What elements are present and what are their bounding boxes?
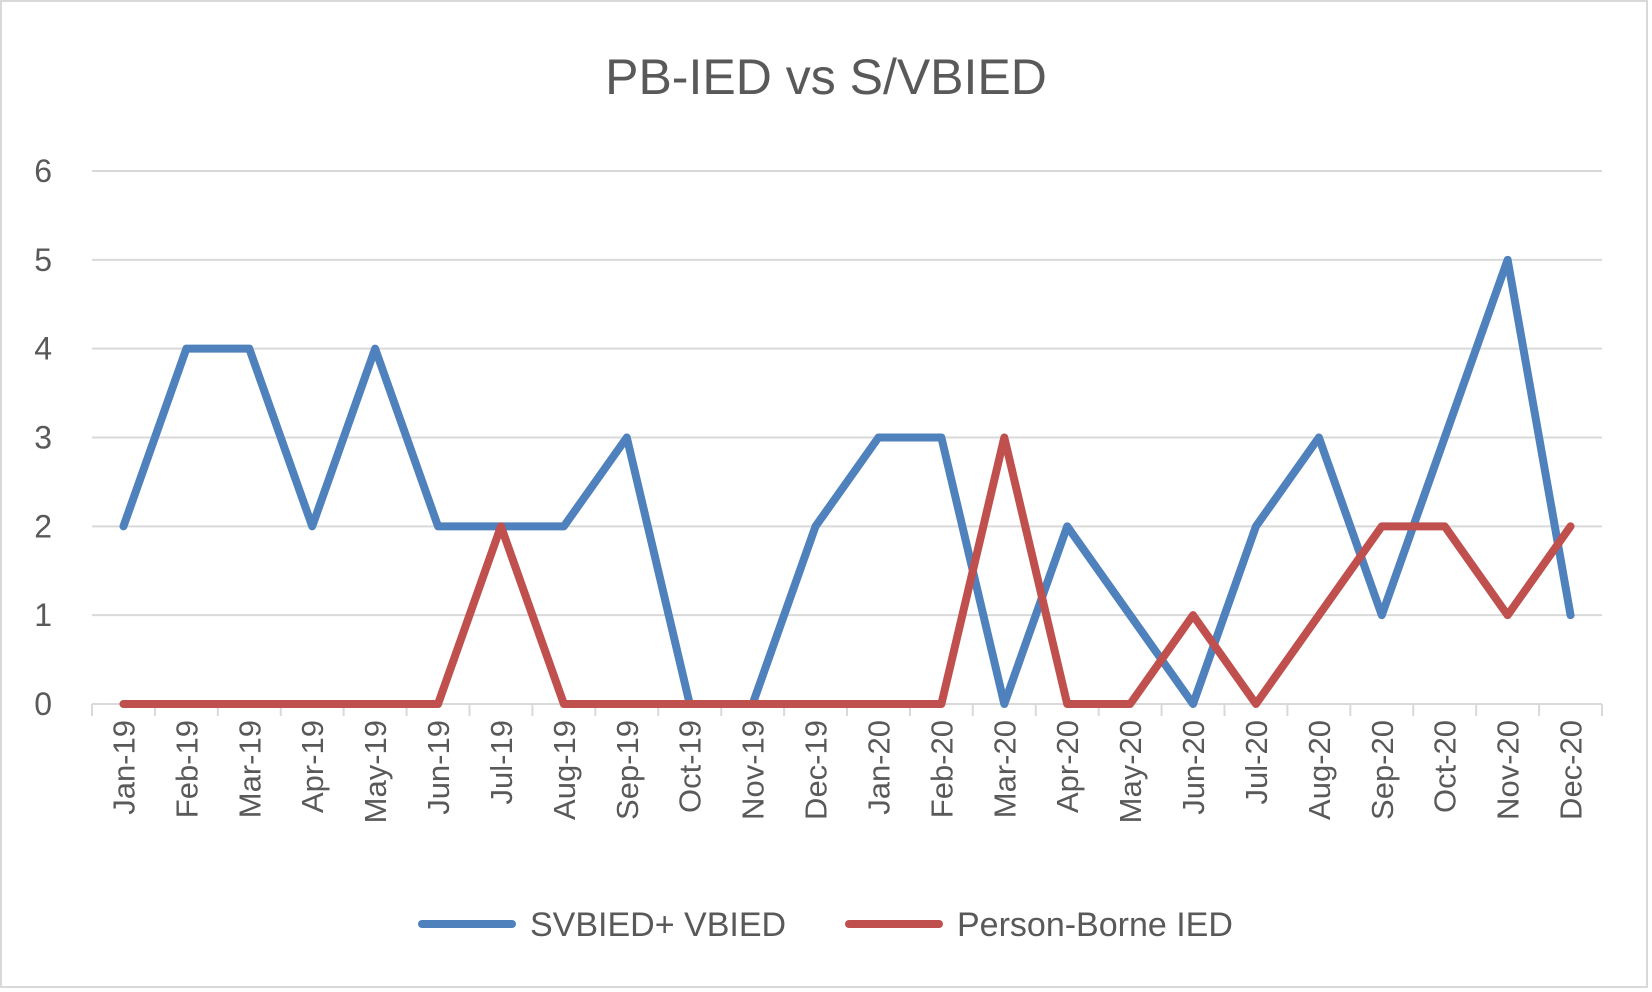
x-tick-label: Aug-19 bbox=[547, 720, 582, 820]
series-line-svbied-vbied bbox=[119, 255, 1575, 708]
y-tick-label: 6 bbox=[34, 153, 52, 189]
x-tick-label: Mar-19 bbox=[232, 720, 267, 818]
x-tick-label: Jan-20 bbox=[861, 720, 896, 815]
x-tick-label: Mar-20 bbox=[987, 720, 1022, 818]
x-tick-label: Jul-20 bbox=[1239, 720, 1274, 804]
x-tick-label: Feb-20 bbox=[924, 720, 959, 818]
x-tick-label: Nov-19 bbox=[736, 720, 771, 820]
y-tick-label: 1 bbox=[34, 597, 52, 633]
y-axis-ticks: 0 1 2 3 4 5 6 bbox=[34, 153, 52, 722]
chart-title: PB-IED vs S/VBIED bbox=[605, 49, 1047, 105]
gridlines bbox=[92, 170, 1602, 617]
x-axis-ticks: Jan-19 Feb-19 Mar-19 Apr-19 May-19 Jun-19 Jul-… bbox=[106, 720, 1588, 823]
x-tick-label: Feb-19 bbox=[169, 720, 204, 818]
x-tick-label: Jul-19 bbox=[484, 720, 519, 804]
x-tick-label: Dec-20 bbox=[1554, 720, 1589, 820]
legend: SVBIED+ VBIED Person-Borne IED bbox=[418, 906, 1233, 944]
x-tick-label: May-19 bbox=[358, 720, 393, 823]
y-tick-label: 4 bbox=[34, 331, 52, 367]
y-tick-label: 5 bbox=[34, 242, 52, 278]
series-line-person-borne-ied bbox=[119, 433, 1575, 708]
x-tick-label: Sep-19 bbox=[610, 720, 645, 820]
x-tick-label: Nov-20 bbox=[1491, 720, 1526, 820]
y-tick-label: 0 bbox=[34, 686, 52, 722]
y-tick-label: 3 bbox=[34, 420, 52, 456]
x-tick-label: Jun-20 bbox=[1176, 720, 1211, 815]
x-tick-label: Oct-19 bbox=[673, 720, 708, 813]
x-tick-label: Jan-19 bbox=[106, 720, 141, 815]
x-tick-label: Apr-19 bbox=[295, 720, 330, 813]
legend-label: SVBIED+ VBIED bbox=[530, 906, 786, 944]
x-tick-label: Jun-19 bbox=[421, 720, 456, 815]
x-tick-label: Dec-19 bbox=[799, 720, 834, 820]
x-tick-label: Aug-20 bbox=[1302, 720, 1337, 820]
legend-label: Person-Borne IED bbox=[957, 906, 1233, 944]
x-tick-label: May-20 bbox=[1113, 720, 1148, 823]
x-tick-label: Sep-20 bbox=[1365, 720, 1400, 820]
x-tick-label: Apr-20 bbox=[1050, 720, 1085, 813]
x-tick-label: Oct-20 bbox=[1428, 720, 1463, 813]
y-tick-label: 2 bbox=[34, 508, 52, 544]
series-lines bbox=[119, 255, 1575, 708]
